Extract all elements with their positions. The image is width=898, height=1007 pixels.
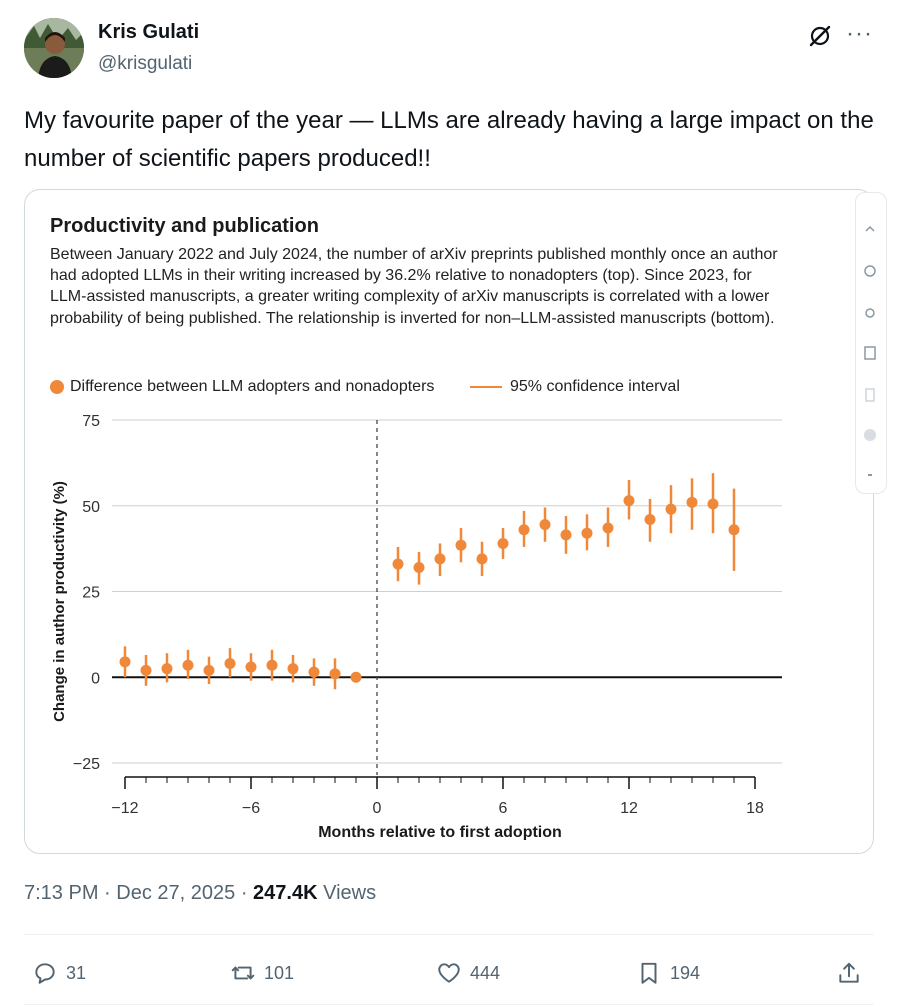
author-handle[interactable]: @krisgulati [98,53,193,74]
chevron-up-icon [865,225,875,232]
data-point [392,558,404,570]
circle-icon [864,429,876,441]
author-name[interactable]: Kris Gulati [98,21,200,43]
legend-label-ci: 95% confidence interval [510,378,680,395]
data-point [728,524,740,536]
reply-icon [35,963,55,984]
data-point [329,668,341,680]
data-point [518,524,530,536]
figure-description: Between January 2022 and July 2024, the … [50,246,778,327]
share-button[interactable] [836,958,870,988]
divider-top [24,934,874,935]
data-point [539,519,551,531]
link-icon [865,308,875,318]
eye-icon [864,265,876,277]
data-point [560,529,572,541]
tweet-timestamp: 7:13 PM · Dec 27, 2025 · 247.4K Views [24,882,376,905]
data-point [644,513,656,525]
bookmark-icon [641,962,657,984]
y-tick-label: 50 [82,499,100,516]
x-tick-label: −12 [111,800,138,817]
data-point [203,664,215,676]
more-options-icon[interactable]: ··· [846,20,873,47]
side-panel-overlay [855,192,887,494]
avatar-photo [24,18,84,78]
reply-button[interactable]: 31 [32,958,86,988]
repost-count: 101 [264,962,295,983]
book-icon [864,346,876,360]
y-tick-label: 25 [82,585,100,602]
data-point [119,656,131,668]
y-axis-title: Change in author productivity (%) [51,481,68,722]
figure-title: Productivity and publication [50,215,319,237]
data-point [287,663,299,675]
like-button[interactable]: 444 [436,958,500,988]
x-tick-label: 18 [746,800,764,817]
y-tick-label: 0 [91,670,100,687]
x-tick-label: −6 [242,800,260,817]
data-point [602,522,614,534]
x-tick-label: 6 [499,800,508,817]
x-tick-label: 12 [620,800,638,817]
x-axis-title: Months relative to first adoption [318,824,562,840]
data-point [686,496,698,508]
like-count: 444 [470,962,501,983]
data-point [581,527,593,539]
grok-icon[interactable] [806,22,834,50]
data-point [245,661,257,673]
separator-dot: · [240,882,254,904]
media-card[interactable] [24,189,874,854]
data-point [350,671,362,683]
tweet-time[interactable]: 7:13 PM [24,882,99,904]
avatar[interactable] [24,18,84,78]
legend-point-marker [50,380,64,394]
separator-dot: · [104,882,117,904]
data-point [623,495,635,507]
data-point [497,537,509,549]
data-point [434,553,446,565]
data-point [140,664,152,676]
data-point [707,498,719,510]
data-point [266,659,278,671]
bookmark-button[interactable]: 194 [636,958,700,988]
views-count: 247.4K [253,882,318,904]
reply-count: 31 [66,962,87,983]
divider-bottom [24,1004,874,1005]
views-label: Views [323,882,377,904]
y-tick-label: 75 [82,413,100,430]
x-tick-label: 0 [373,800,382,817]
legend-label-difference: Difference between LLM adopters and nona… [70,378,435,395]
repost-icon [231,966,255,980]
data-point [665,503,677,515]
data-point [224,658,236,670]
data-point [308,666,320,678]
tweet-date[interactable]: Dec 27, 2025 [116,882,236,904]
data-point [182,659,194,671]
data-point [455,539,467,551]
productivity-chart: 75 50 25 0 −25 −12 −6 0 6 12 18 Months relative to … [51,413,782,840]
data-point [476,553,488,565]
legend-line-marker [470,386,502,388]
data-point [161,663,173,675]
share-icon [839,962,859,983]
heart-icon [438,963,460,983]
tweet-text: My favourite paper of the year — LLMs ar… [24,107,874,172]
y-tick-label: −25 [73,756,100,773]
repost-button[interactable]: 101 [230,958,294,988]
bookmark-count: 194 [670,962,701,983]
document-icon [865,388,875,402]
data-point [413,561,425,573]
